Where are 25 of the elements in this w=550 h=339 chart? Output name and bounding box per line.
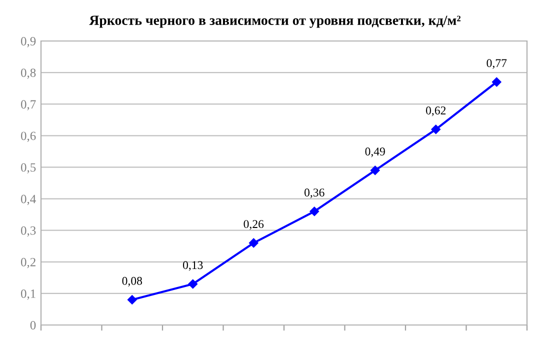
y-tick-label: 0,4: [20, 194, 36, 206]
data-label: 0,77: [486, 59, 507, 69]
chart-title: Яркость черного в зависимости от уровня подсветки, кд/м²: [89, 16, 461, 28]
data-label: 0,26: [244, 220, 264, 230]
point: [249, 238, 258, 248]
y-tick-label: 0,8: [20, 68, 36, 79]
data-label: 0,08: [122, 276, 142, 287]
point: [370, 166, 380, 175]
data-label: 0,36: [304, 188, 324, 198]
data-label: 0,62: [426, 106, 446, 116]
y-tick-label: 0,1: [20, 289, 36, 300]
point: [188, 279, 198, 289]
y-tick-label: 0: [30, 321, 36, 330]
point: [431, 124, 440, 134]
y-tick-label: 0,7: [20, 100, 36, 110]
y-tick-label: 0,5: [20, 163, 36, 174]
data-label: 0,49: [365, 148, 385, 158]
data-label: 0,13: [182, 261, 203, 271]
point: [492, 77, 502, 87]
point: [310, 206, 319, 216]
y-tick-label: 0,9: [20, 37, 36, 48]
y-tick-label: 0,2: [20, 258, 36, 268]
y-tick-label: 0,3: [20, 226, 36, 237]
point: [128, 295, 137, 304]
y-tick-label: 0,6: [20, 132, 36, 142]
